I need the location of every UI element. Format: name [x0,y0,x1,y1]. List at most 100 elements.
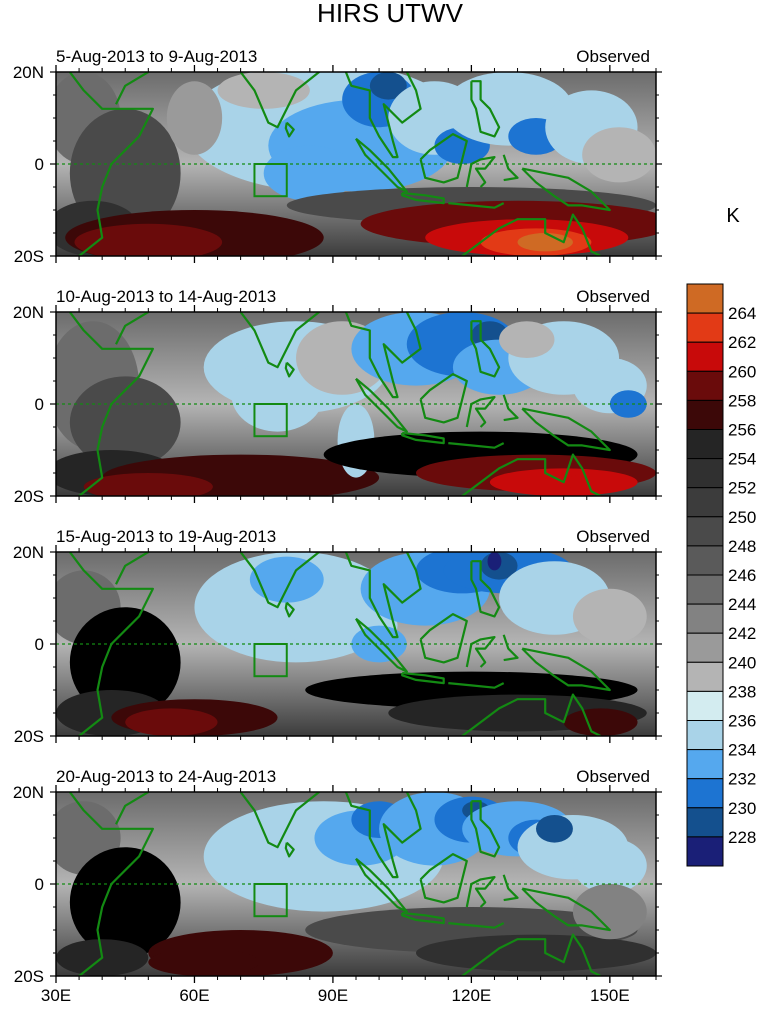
coastline [521,647,611,692]
contour-cell [249,556,324,603]
colorbar-box [686,429,724,460]
colorbar-label: 236 [728,712,756,731]
coastline [284,601,295,618]
colorbar-label: 232 [728,770,756,789]
coastline [239,552,322,609]
colorbar-label: 228 [728,828,756,847]
coastline [239,72,322,129]
coastline [401,911,445,925]
coastline [68,312,154,496]
colorbar-box [686,341,724,372]
panel-label: Observed [576,287,650,306]
coastline [355,137,408,193]
coastline [465,396,496,428]
colorbar-label: 254 [728,450,756,469]
coastline [355,857,408,913]
region-box [253,163,288,198]
y-tick-label: 0 [35,155,44,174]
contour-cell [217,72,310,109]
contour-cell [572,838,647,894]
coastline [68,792,154,976]
y-tick-label: 20N [13,543,44,562]
colorbar-box [686,399,724,430]
coastline [459,693,602,736]
coastline [459,453,602,496]
colorbar-label: 262 [728,333,756,352]
colorbar-label: 260 [728,362,756,381]
coastline [344,792,422,879]
region-box [253,883,288,918]
map-panel: 15-Aug-2013 to 19-Aug-2013 Observed 20N 0 20… [13,527,662,746]
coastline [284,361,295,378]
coastline [355,377,408,433]
colorbar-box [686,720,724,751]
coastline [115,312,149,345]
colorbar-label: 244 [728,595,756,614]
coastline [502,154,519,182]
y-tick-label: 0 [35,875,44,894]
colorbar-label: 240 [728,653,756,672]
coastline [502,874,519,902]
colorbar-box [686,807,724,838]
coastline [448,922,505,929]
x-tick-label: 30E [41,986,71,1005]
coastline [419,853,468,904]
coastline [448,442,505,449]
contour-cell [148,948,260,976]
panel-label: Observed [576,767,650,786]
colorbar-box [686,778,724,809]
y-tick-label: 20S [14,967,44,986]
colorbar-boxes [686,283,724,867]
contour-cell [125,708,218,736]
map-panel: 10-Aug-2013 to 14-Aug-2013 Observed 20N 0 20… [13,287,662,506]
colorbar-box [686,312,724,343]
colorbar-labels: 228 230 232 234 236 238 240 242 244 246 248 250 252 2… [728,304,756,847]
x-tick-label: 60E [179,986,209,1005]
coastline [474,291,479,303]
contour-cell [536,815,573,843]
coastline [470,320,501,378]
colorbar-label: 234 [728,741,756,760]
colorbar-unit: K [726,205,740,227]
colorbar-label: 252 [728,479,756,498]
contour-cell [517,233,573,252]
y-tick-label: 20N [13,303,44,322]
panel-label: Observed [576,47,650,66]
colorbar-box [686,574,724,605]
map-panel: 5-Aug-2013 to 9-Aug-2013 Observed 20N 0 20S [13,47,662,266]
figure-title: HIRS UTWV [317,0,464,28]
region-box [253,643,288,678]
colorbar-label: 246 [728,566,756,585]
coastline [474,771,479,783]
panel-label: Observed [576,527,650,546]
y-tick-label: 20N [13,63,44,82]
y-tick-label: 20S [14,727,44,746]
contour-cell [499,321,555,358]
contour-cell [166,81,223,155]
coastline [68,72,154,256]
colorbar-label: 242 [728,624,756,643]
colorbar-label: 248 [728,537,756,556]
coastline [401,431,445,445]
colorbar-box [686,458,724,489]
field-layer [56,291,656,496]
coastline [115,72,149,105]
x-tick-label: 90E [318,986,348,1005]
colorbar-label: 230 [728,799,756,818]
coastline [521,167,611,212]
y-tick-label: 20N [13,783,44,802]
coastline [239,792,322,849]
colorbar-box [686,661,724,692]
colorbar-box [686,749,724,780]
colorbar-box [686,545,724,576]
colorbar-box [686,516,724,547]
y-tick-label: 0 [35,395,44,414]
panel-title: 15-Aug-2013 to 19-Aug-2013 [56,527,276,546]
coastline [344,72,422,159]
colorbar: K 228 230 232 234 236 238 240 242 244 246 248 250 25… [686,205,756,867]
field-layer [56,72,656,256]
contour-cell [369,72,407,100]
panel-title: 10-Aug-2013 to 14-Aug-2013 [56,287,276,306]
coastline [474,531,479,543]
